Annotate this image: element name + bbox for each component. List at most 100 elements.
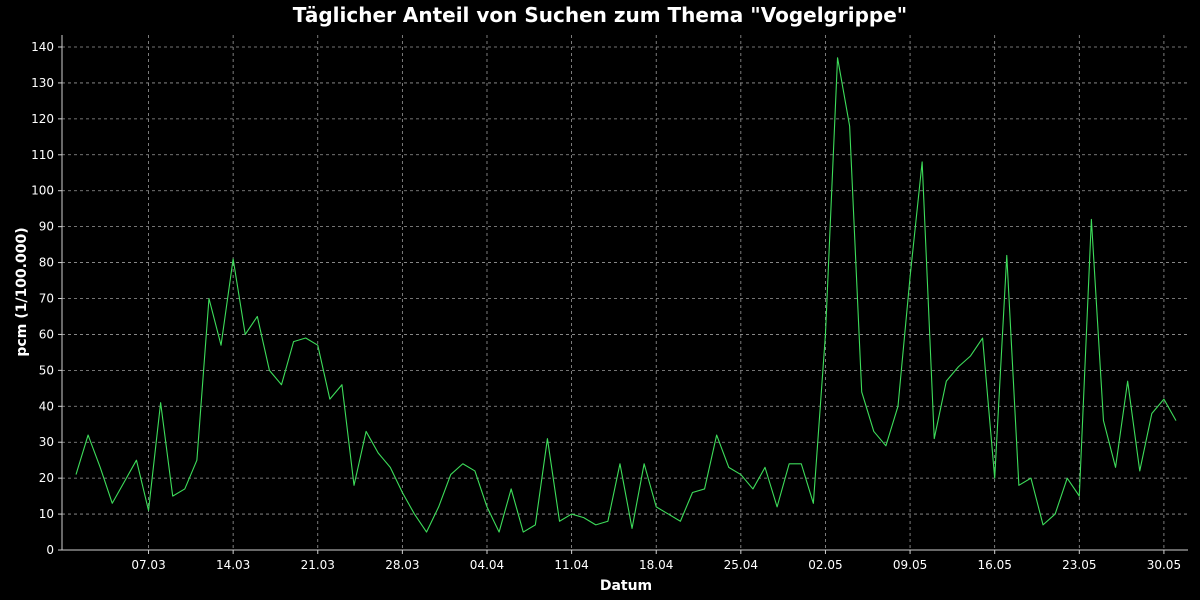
y-tick-label: 40 <box>39 399 54 413</box>
data-point <box>667 513 669 515</box>
data-point <box>582 516 584 518</box>
x-tick-label: 21.03 <box>301 558 335 572</box>
data-point <box>957 366 959 368</box>
data-point <box>945 380 947 382</box>
data-point <box>776 506 778 508</box>
data-point <box>655 506 657 508</box>
data-point <box>812 502 814 504</box>
y-tick-label: 120 <box>31 112 54 126</box>
data-point <box>993 477 995 479</box>
data-point <box>1139 470 1141 472</box>
data-point <box>897 405 899 407</box>
y-tick-label: 70 <box>39 292 54 306</box>
data-point <box>788 463 790 465</box>
data-point <box>365 430 367 432</box>
data-point <box>740 473 742 475</box>
data-point <box>861 391 863 393</box>
data-point <box>111 502 113 504</box>
x-tick-label: 04.04 <box>470 558 504 572</box>
data-point <box>1163 398 1165 400</box>
y-tick-label: 30 <box>39 435 54 449</box>
x-tick-label: 11.04 <box>554 558 588 572</box>
y-tick-label: 0 <box>46 543 54 557</box>
axes: 0 10 20 30 40 50 60 70 80 90 100 110 120 130 140 07.03 1… <box>31 35 1188 572</box>
x-tick-label: 30.05 <box>1147 558 1181 572</box>
x-tick-label: 25.04 <box>724 558 758 572</box>
x-tick-label: 09.05 <box>893 558 927 572</box>
data-point <box>498 531 500 533</box>
y-tick-label: 10 <box>39 507 54 521</box>
data-point <box>232 258 234 260</box>
data-point <box>728 466 730 468</box>
x-tick-label: 14.03 <box>216 558 250 572</box>
data-point <box>1030 477 1032 479</box>
data-point <box>1151 412 1153 414</box>
y-tick-label: 50 <box>39 363 54 377</box>
data-point <box>1102 419 1104 421</box>
data-point <box>437 506 439 508</box>
data-point <box>764 466 766 468</box>
data-point <box>703 488 705 490</box>
data-point <box>87 434 89 436</box>
data-point <box>595 524 597 526</box>
data-point <box>848 125 850 127</box>
data-point <box>353 484 355 486</box>
data-point <box>619 463 621 465</box>
data-point <box>450 473 452 475</box>
data-point <box>268 369 270 371</box>
x-tick-label: 28.03 <box>385 558 419 572</box>
data-point <box>413 513 415 515</box>
data-point <box>570 513 572 515</box>
data-point <box>99 466 101 468</box>
data-point <box>885 445 887 447</box>
data-point <box>172 495 174 497</box>
y-axis-label: pcm (1/100.000) <box>14 227 30 356</box>
data-point <box>534 524 536 526</box>
data-point <box>1042 524 1044 526</box>
data-point <box>244 333 246 335</box>
y-tick-label: 140 <box>31 40 54 54</box>
data-point <box>462 463 464 465</box>
data-point <box>123 481 125 483</box>
y-tick-label: 20 <box>39 471 54 485</box>
data-point <box>280 384 282 386</box>
data-point <box>522 531 524 533</box>
data-point <box>800 463 802 465</box>
data-point <box>401 491 403 493</box>
data-point <box>1114 466 1116 468</box>
data-point <box>824 333 826 335</box>
data-point <box>292 340 294 342</box>
data-point <box>474 470 476 472</box>
data-point <box>546 437 548 439</box>
data-point <box>425 531 427 533</box>
data-point <box>1175 419 1177 421</box>
data-point <box>1018 484 1020 486</box>
data-point <box>256 315 258 317</box>
data-point <box>1066 477 1068 479</box>
data-point <box>752 488 754 490</box>
data-point <box>643 463 645 465</box>
data-point <box>147 509 149 511</box>
series <box>75 57 1177 533</box>
data-point <box>196 459 198 461</box>
data-point <box>607 520 609 522</box>
y-tick-label: 80 <box>39 256 54 270</box>
x-tick-label: 16.05 <box>978 558 1012 572</box>
data-point <box>329 398 331 400</box>
data-point <box>691 491 693 493</box>
data-point <box>389 466 391 468</box>
y-tick-label: 110 <box>31 148 54 162</box>
x-tick-label: 07.03 <box>131 558 165 572</box>
x-tick-label: 23.05 <box>1062 558 1096 572</box>
y-tick-label: 60 <box>39 327 54 341</box>
y-tick-label: 130 <box>31 76 54 90</box>
x-tick-label: 02.05 <box>808 558 842 572</box>
data-point <box>208 297 210 299</box>
data-point <box>969 355 971 357</box>
data-point <box>486 506 488 508</box>
data-point <box>909 276 911 278</box>
data-point <box>558 520 560 522</box>
data-point <box>184 488 186 490</box>
data-point <box>1126 380 1128 382</box>
